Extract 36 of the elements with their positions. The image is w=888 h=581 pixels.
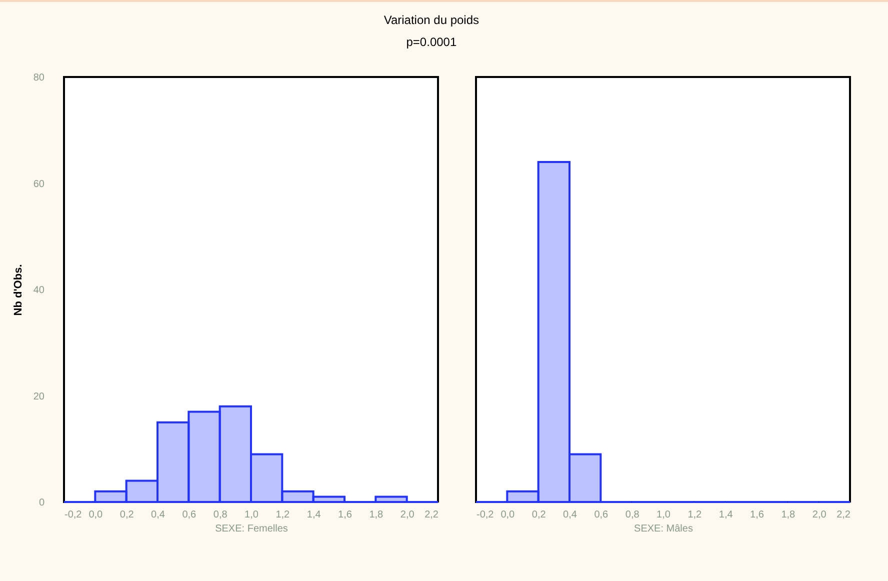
y-tick-label: 60 bbox=[33, 178, 45, 190]
y-tick-label: 80 bbox=[33, 72, 45, 84]
y-axis-title: Nb d'Obs. bbox=[12, 264, 24, 316]
x-axis-title: SEXE: Mâles bbox=[634, 524, 693, 534]
y-tick-label: 0 bbox=[38, 498, 45, 508]
x-tick-label: 1,0 bbox=[656, 510, 671, 520]
x-tick-label: 0,2 bbox=[532, 510, 546, 520]
x-tick-label: 1,4 bbox=[718, 510, 734, 520]
x-tick-label: 0,6 bbox=[182, 510, 197, 520]
y-tick-label: 40 bbox=[33, 285, 45, 296]
chart-subtitle: p=0.0001 bbox=[406, 35, 457, 49]
x-tick-label: 0,4 bbox=[563, 510, 578, 520]
x-tick-label: 0,6 bbox=[594, 510, 609, 520]
x-tick-label: -0,2 bbox=[64, 510, 82, 520]
x-tick-label: 1,8 bbox=[369, 510, 384, 520]
y-tick-label: 20 bbox=[33, 391, 45, 402]
x-tick-label: 1,8 bbox=[781, 510, 796, 520]
x-tick-label: 0,4 bbox=[151, 510, 166, 520]
chart-title: Variation du poids bbox=[384, 13, 480, 27]
x-tick-label: 2,2 bbox=[424, 510, 439, 520]
x-tick-label: 2,2 bbox=[836, 510, 851, 520]
x-tick-label: 1,2 bbox=[688, 510, 702, 520]
x-tick-label: 0,0 bbox=[500, 510, 516, 520]
x-tick-label: -0,2 bbox=[476, 510, 494, 520]
x-axis-title: SEXE: Femelles bbox=[215, 524, 288, 534]
x-tick-label: 1,6 bbox=[750, 510, 764, 520]
x-tick-label: 1,6 bbox=[338, 510, 352, 520]
x-tick-label: 0,8 bbox=[625, 510, 640, 520]
x-tick-label: 0,0 bbox=[88, 510, 104, 520]
x-tick-label: 1,4 bbox=[306, 510, 322, 520]
x-tick-label: 1,0 bbox=[244, 510, 259, 520]
x-tick-label: 1,2 bbox=[276, 510, 290, 520]
x-tick-label: 0,2 bbox=[120, 510, 134, 520]
x-tick-label: 2,0 bbox=[400, 510, 415, 520]
x-tick-label: 2,0 bbox=[812, 510, 827, 520]
x-tick-label: 0,8 bbox=[213, 510, 228, 520]
